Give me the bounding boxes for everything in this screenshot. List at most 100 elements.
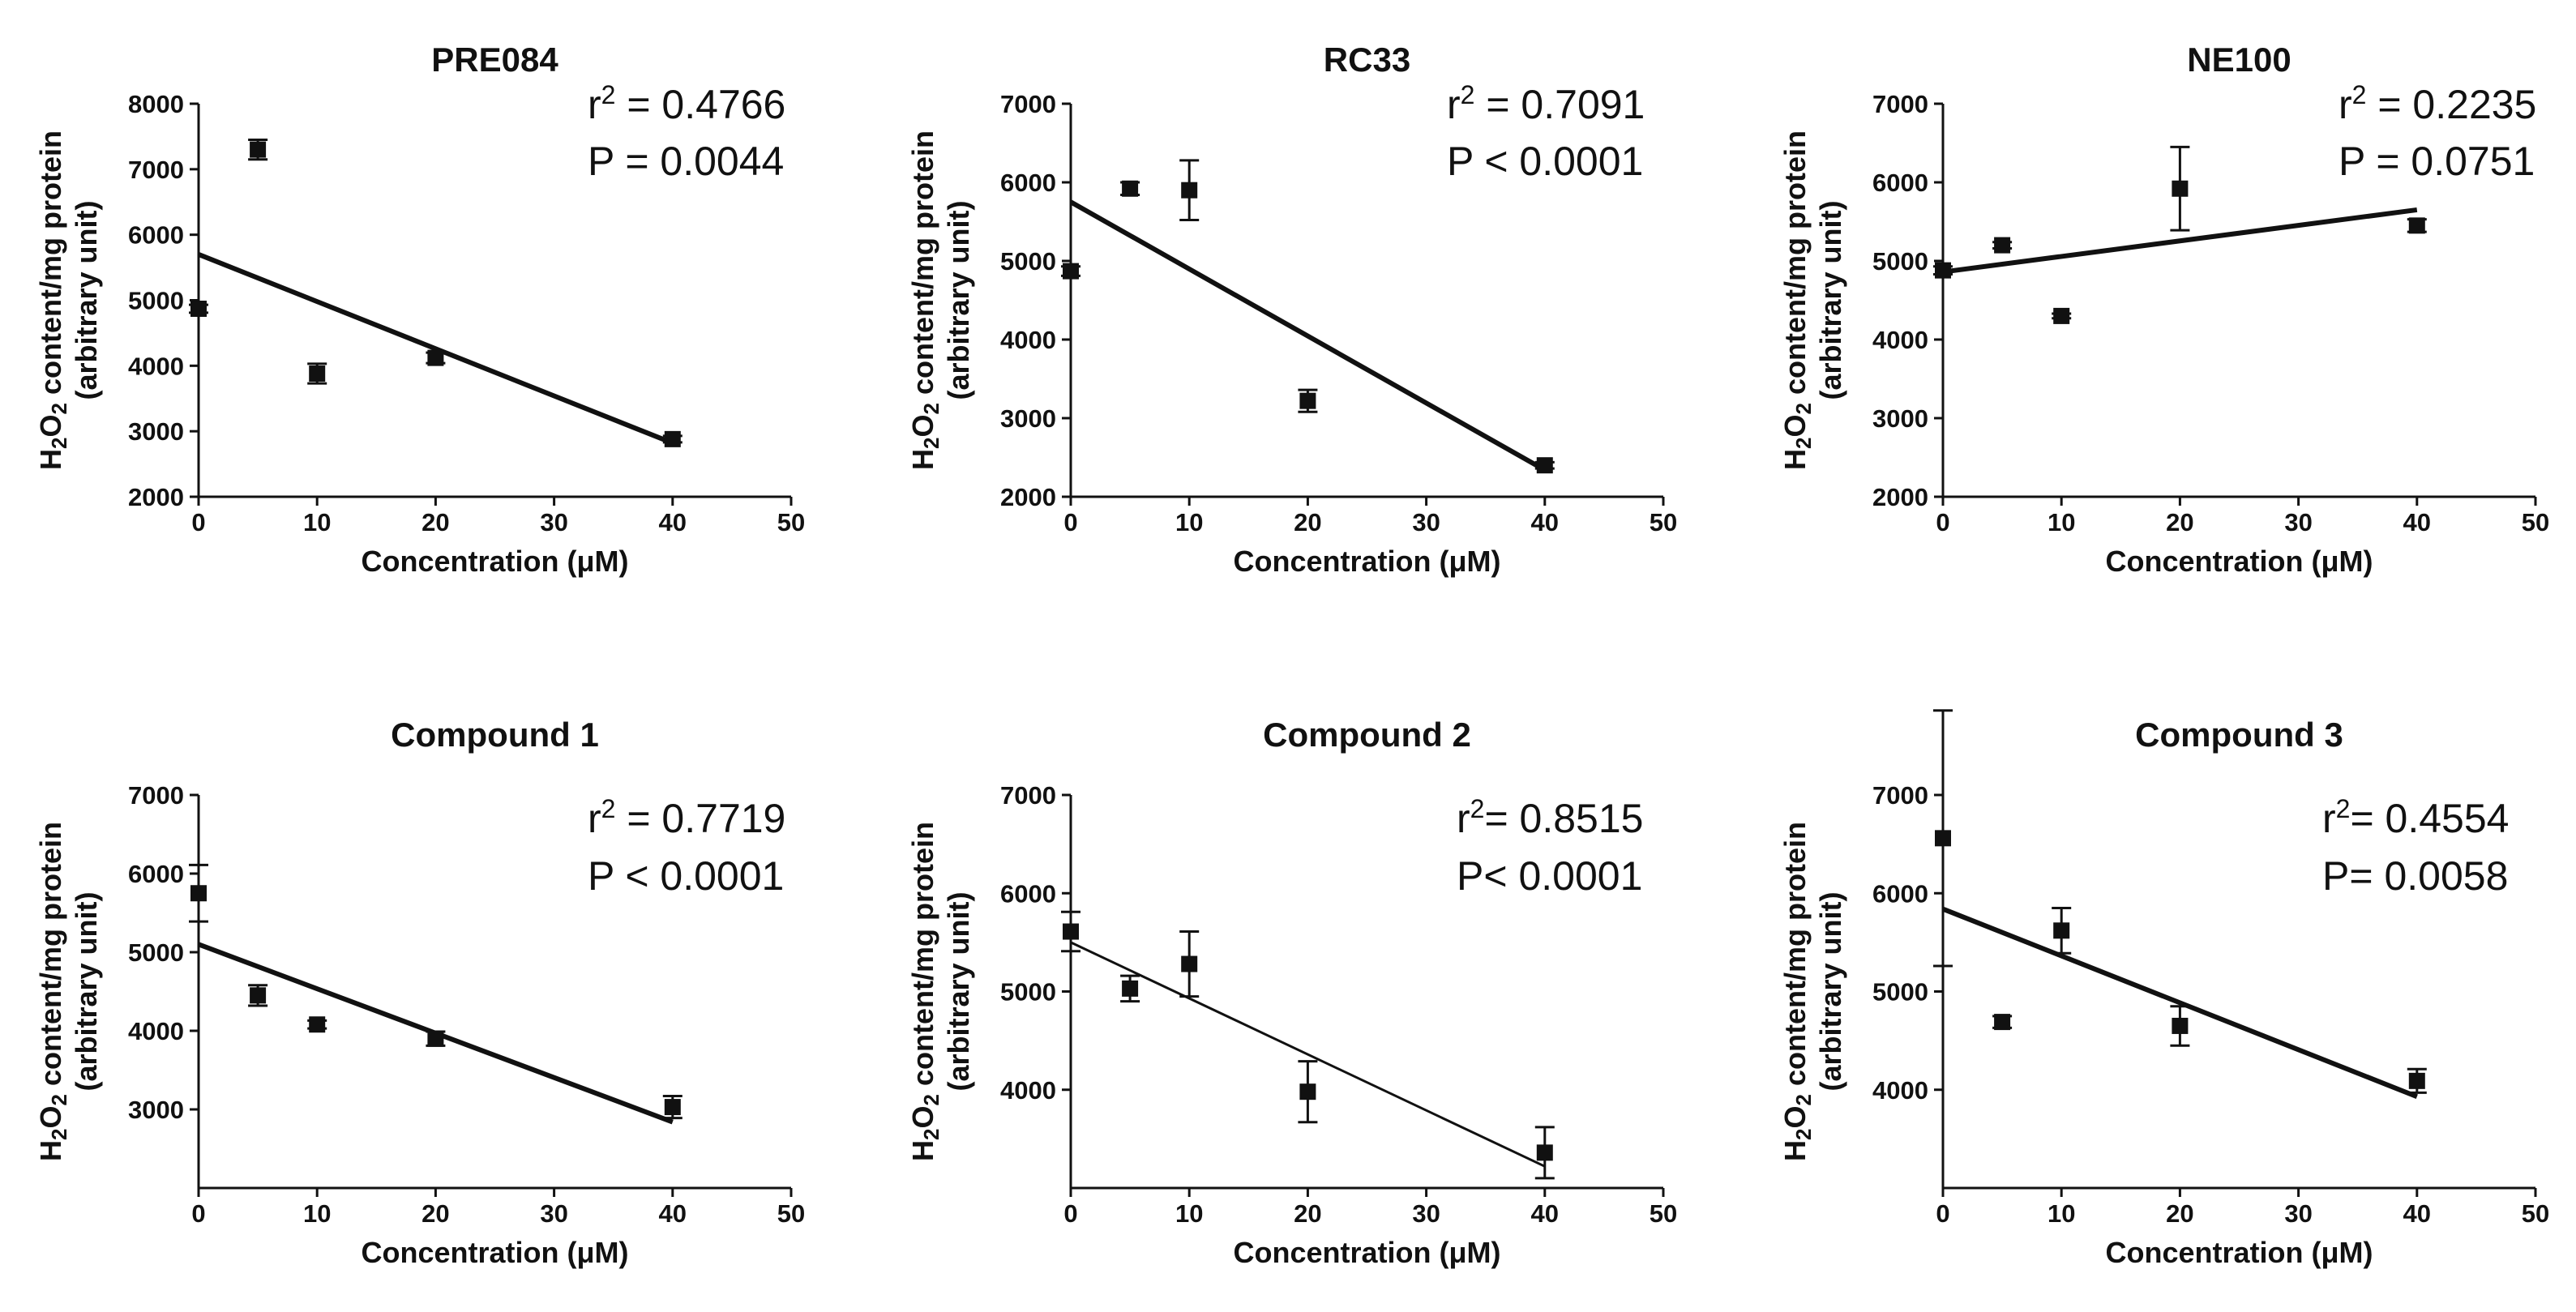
y-axis-label: H2O2 content/mg protein (arbitrary unit) [906,822,975,1161]
y-tick-label: 3000 [128,1096,184,1124]
y-tick-label: 5000 [128,287,184,315]
x-axis-label: Concentration (μM) [2106,545,2373,578]
x-tick-label: 50 [1650,1199,1677,1228]
data-point [309,1016,326,1033]
data-point [190,885,207,902]
x-tick-label: 20 [1294,508,1321,536]
x-tick-label: 30 [1412,1199,1440,1228]
data-point [427,349,444,366]
x-tick-label: 20 [421,508,449,536]
x-axis-label: Concentration (μM) [1234,1236,1501,1269]
data-point [309,365,326,382]
data-point [664,1099,681,1116]
y-tick-label: 3000 [1872,404,1928,433]
x-tick-label: 40 [659,508,687,536]
x-axis-label: Concentration (μM) [362,545,629,578]
y-tick-label: 7000 [128,156,184,184]
y-tick-label: 6000 [1000,169,1056,197]
data-point [664,430,681,447]
y-axis-label-line1: H2O2 content/mg protein [34,822,71,1161]
x-tick-label: 20 [2166,508,2193,536]
x-tick-label: 30 [540,1199,567,1228]
x-tick-label: 0 [1936,1199,1949,1228]
data-point [1181,955,1198,972]
data-point [2408,1072,2425,1089]
y-axis-label-line2: (arbitrary unit) [70,200,103,400]
y-axis-label-line1: H2O2 content/mg protein [906,822,944,1161]
data-point [1122,180,1139,197]
p-value-label: P= 0.0058 [2322,853,2508,899]
x-tick-label: 0 [1936,508,1949,536]
x-tick-label: 10 [303,1199,331,1228]
p-value-label: P = 0.0751 [2339,139,2535,184]
y-tick-label: 4000 [1000,326,1056,354]
y-tick-label: 7000 [1000,90,1056,118]
x-tick-label: 20 [2166,1199,2193,1228]
chart-panel-6: Compound 3 0 10 20 30 40 50 4000 5000 6000 7000 Con… [1778,709,2549,1269]
regression-line [197,252,674,446]
y-tick-label: 4000 [1872,1076,1928,1105]
y-tick-label: 5000 [128,938,184,967]
x-tick-label: 40 [2403,508,2431,536]
x-tick-label: 20 [421,1199,449,1228]
y-tick-label: 8000 [128,90,184,118]
y-axis-label-line1: H2O2 content/mg protein [34,130,71,470]
data-point [1299,392,1316,409]
data-point [1536,1144,1553,1161]
y-axis-label: H2O2 content/mg protein (arbitrary unit) [906,130,975,470]
y-tick-label: 3000 [1000,404,1056,433]
chart-panel-3: NE100 0 10 20 30 40 50 2000 3000 4000 5000 6000 7000… [1778,41,2549,578]
r-squared-label: r2 = 0.7091 [1447,80,1645,127]
y-tick-label: 6000 [1872,879,1928,908]
chart-title: RC33 [1324,41,1410,79]
data-point [2172,180,2189,197]
y-tick-label: 2000 [1872,483,1928,511]
x-tick-label: 10 [2048,1199,2075,1228]
x-tick-label: 40 [1531,1199,1559,1228]
y-tick-label: 6000 [1000,879,1056,908]
x-tick-label: 50 [777,508,805,536]
x-tick-label: 30 [2284,508,2312,536]
y-tick-label: 4000 [128,352,184,380]
regression-line [1069,199,1547,472]
chart-panel-2: RC33 0 10 20 30 40 50 2000 3000 4000 5000 6000 7000 C… [906,41,1677,578]
data-point [2053,307,2070,324]
r-squared-label: r2 = 0.7719 [588,794,785,841]
x-tick-label: 50 [777,1199,805,1228]
y-axis-label: H2O2 content/mg protein (arbitrary unit) [1778,130,1847,470]
x-tick-label: 40 [1531,508,1559,536]
x-tick-label: 50 [2522,508,2549,536]
data-point [1935,830,1951,847]
chart-panel-5: Compound 2 0 10 20 30 40 50 4000 5000 6000 7000 Con… [906,716,1677,1269]
x-tick-label: 30 [1412,508,1440,536]
data-point [1063,923,1079,940]
x-tick-label: 50 [2522,1199,2549,1228]
y-tick-label: 5000 [1872,247,1928,276]
y-tick-label: 7000 [1872,781,1928,810]
chart-title: PRE084 [431,41,558,79]
p-value-label: P < 0.0001 [1447,139,1643,184]
y-tick-label: 7000 [128,781,184,810]
x-axis-label: Concentration (μM) [1234,545,1501,578]
y-tick-label: 6000 [128,860,184,888]
data-point [427,1030,444,1047]
x-axis-label: Concentration (μM) [362,1236,629,1269]
y-tick-label: 3000 [128,417,184,446]
x-tick-label: 0 [1063,1199,1077,1228]
data-point [1299,1083,1316,1100]
y-axis-label-line1: H2O2 content/mg protein [1778,130,1816,470]
data-point [1994,1014,2011,1031]
x-tick-label: 30 [540,508,567,536]
data-point [1536,457,1553,474]
p-value-label: P = 0.0044 [588,139,784,184]
x-tick-label: 10 [1175,508,1203,536]
r-squared-label: r2 = 0.4766 [588,80,785,127]
y-tick-label: 4000 [1872,326,1928,354]
regression-line [1070,941,1546,1168]
y-tick-label: 5000 [1000,247,1056,276]
x-tick-label: 30 [2284,1199,2312,1228]
y-axis-label-line2: (arbitrary unit) [942,891,975,1091]
x-tick-label: 0 [191,1199,205,1228]
y-tick-label: 6000 [128,221,184,250]
y-tick-label: 2000 [128,483,184,511]
